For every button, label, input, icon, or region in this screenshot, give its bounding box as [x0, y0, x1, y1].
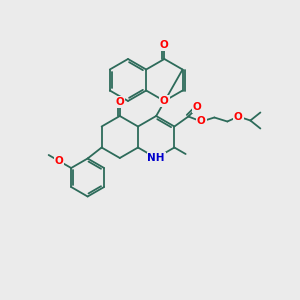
Text: NH: NH [147, 153, 165, 163]
Text: O: O [193, 103, 202, 112]
Text: O: O [197, 116, 206, 127]
Text: O: O [116, 97, 124, 107]
Text: O: O [55, 156, 63, 166]
Text: O: O [160, 40, 169, 50]
Text: O: O [234, 112, 243, 122]
Text: O: O [160, 96, 169, 106]
